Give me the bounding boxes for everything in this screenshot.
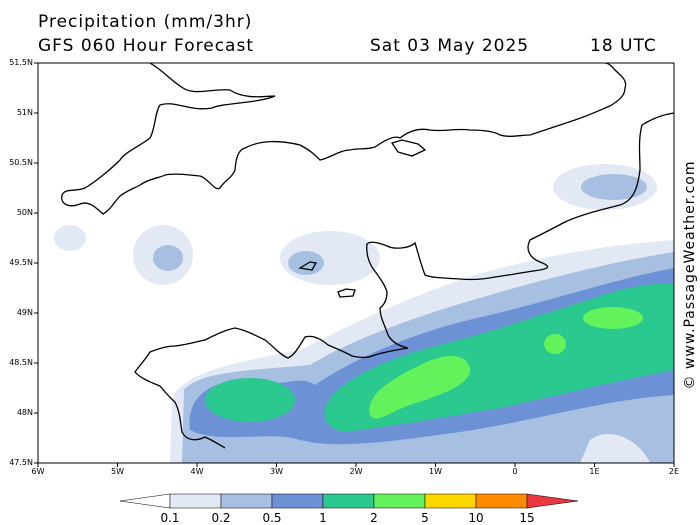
colorbar-label-0.2: 0.2 — [211, 511, 231, 525]
forecast-label: GFS 060 Hour Forecast — [38, 36, 254, 56]
lon-label-2w: 2W — [349, 467, 363, 476]
lon-label-1e: 1E — [589, 467, 600, 476]
precipitation-field — [54, 164, 674, 463]
lon-label-3w: 3W — [270, 467, 283, 476]
lat-label-49n: 49N — [16, 308, 33, 317]
colorbar-label-15: 15 — [519, 511, 535, 525]
colorbar-label-0.1: 0.1 — [160, 511, 180, 525]
precip-band-2 — [369, 307, 643, 419]
lat-label-51.5n: 51.5N — [9, 58, 33, 67]
colorbar-swatch-6 — [424, 493, 477, 509]
lat-label-50n: 50N — [16, 208, 33, 217]
lon-label-5w: 5W — [111, 467, 124, 476]
credit-text: © www.PassageWeather.com — [682, 160, 698, 390]
coastline — [61, 63, 674, 449]
coastline-isle-of-wight — [390, 139, 427, 157]
lat-label-47.5n: 47.5N — [9, 458, 33, 467]
colorbar-swatch-7 — [475, 493, 528, 509]
colorbar-label-2: 2 — [370, 511, 378, 525]
colorbar-label-1: 1 — [319, 511, 327, 525]
lon-label-2e: 2E — [668, 467, 680, 476]
colorbar-swatch-3 — [271, 493, 324, 509]
lon-label-1w: 1W — [429, 467, 442, 476]
lon-label-0: 0 — [512, 467, 518, 476]
colorbar-swatch-8 — [526, 493, 579, 509]
forecast-date: Sat 03 May 2025 — [370, 36, 530, 56]
colorbar — [119, 493, 579, 509]
colorbar-label-10: 10 — [468, 511, 484, 525]
forecast-time: 18 UTC — [590, 36, 657, 56]
credit-watermark: © www.PassageWeather.com — [680, 150, 700, 400]
map-frame — [37, 62, 675, 464]
coastline-channel-island-2 — [337, 288, 356, 298]
colorbar-label-0.5: 0.5 — [262, 511, 282, 525]
lat-label-49.5n: 49.5N — [9, 258, 33, 267]
lat-label-48n: 48N — [16, 408, 33, 417]
coastline-france — [134, 112, 674, 449]
lon-label-4w: 4W — [190, 467, 204, 476]
coastline-britain — [61, 63, 627, 215]
map-title: Precipitation (mm/3hr) — [38, 12, 253, 32]
colorbar-swatch-4 — [322, 493, 375, 509]
lat-label-48.5n: 48.5N — [9, 358, 33, 367]
coastline-channel-island-1 — [298, 261, 318, 271]
colorbar-swatch-2 — [220, 493, 273, 509]
colorbar-swatch-0 — [119, 493, 171, 509]
axis-ticks — [34, 62, 675, 467]
lon-label-6w: 6W — [31, 467, 45, 476]
colorbar-label-5: 5 — [421, 511, 429, 525]
colorbar-swatch-1 — [169, 493, 222, 509]
lat-label-50.5n: 50.5N — [9, 158, 33, 167]
lat-label-51n: 51N — [16, 108, 33, 117]
colorbar-swatch-5 — [373, 493, 426, 509]
